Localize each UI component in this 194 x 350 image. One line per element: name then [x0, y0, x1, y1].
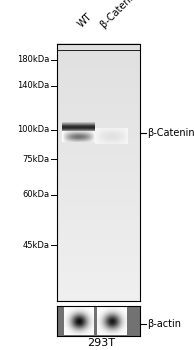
Text: 60kDa: 60kDa — [22, 190, 49, 199]
Text: 75kDa: 75kDa — [22, 155, 49, 164]
Text: β-Catenin: β-Catenin — [147, 128, 194, 138]
Text: WT: WT — [76, 12, 94, 30]
Text: β-actin: β-actin — [147, 319, 181, 329]
Text: 293T: 293T — [87, 338, 115, 348]
Text: 180kDa: 180kDa — [17, 55, 49, 64]
Text: 100kDa: 100kDa — [17, 125, 49, 134]
Text: 140kDa: 140kDa — [17, 81, 49, 90]
Text: 45kDa: 45kDa — [23, 240, 49, 250]
Text: β-Catenin KO: β-Catenin KO — [99, 0, 151, 30]
